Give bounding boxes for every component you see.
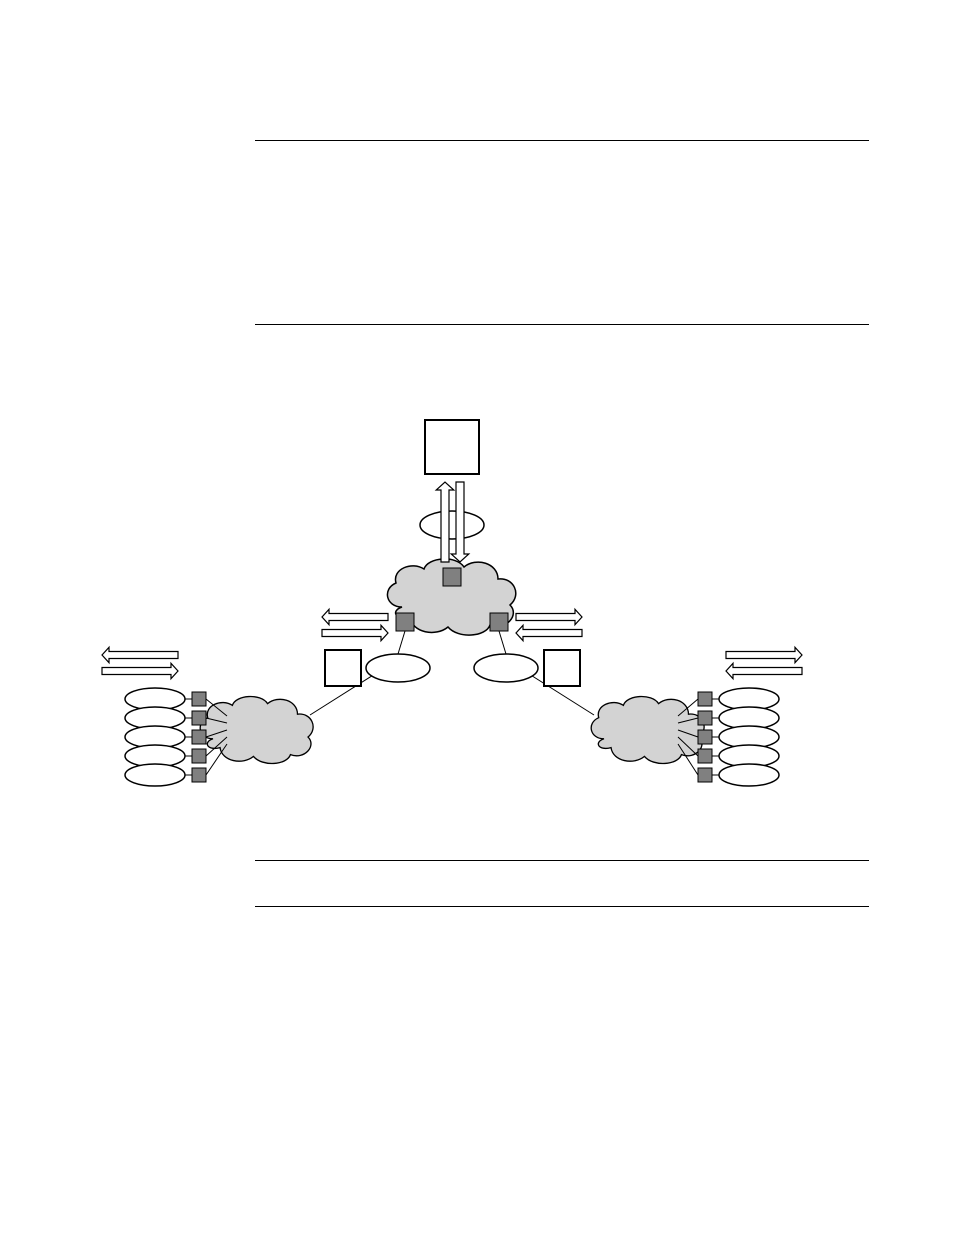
divider-4: [255, 906, 869, 907]
network-diagram: [0, 0, 954, 1235]
cloud-left: [200, 697, 313, 764]
cloud-center: [387, 559, 515, 635]
divider-3: [255, 860, 869, 861]
cloud-right: [591, 697, 704, 764]
divider-2: [255, 324, 869, 325]
divider-1: [255, 140, 869, 141]
